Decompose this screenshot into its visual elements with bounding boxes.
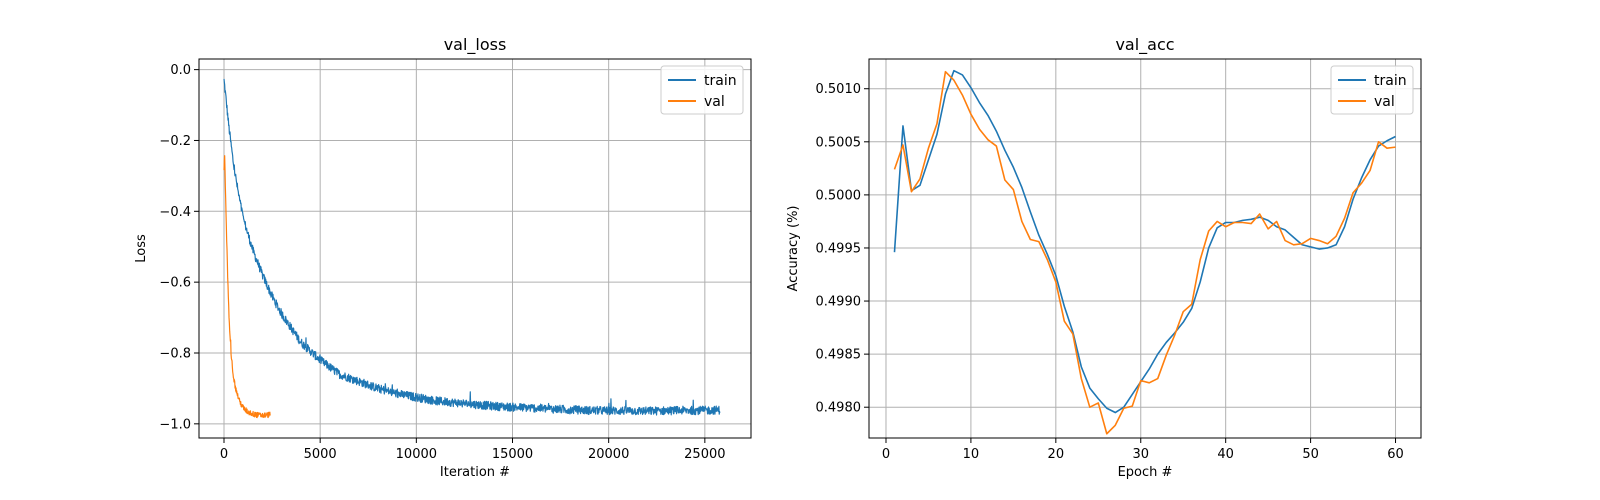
y-tick-label: 0.5010 xyxy=(816,82,862,97)
axes-frame xyxy=(198,58,752,439)
y-axis-label: Accuracy (%) xyxy=(786,206,801,292)
y-tick-label: 0.4995 xyxy=(816,241,862,256)
legend-label-train: train xyxy=(1374,73,1407,89)
x-tick-label: 15000 xyxy=(492,447,533,462)
chart-title: val_loss xyxy=(444,35,507,55)
x-tick-label: 50 xyxy=(1302,447,1319,462)
y-tick-label: 0.5000 xyxy=(816,188,862,203)
x-axis-label: Iteration # xyxy=(440,465,510,480)
chart-0: 0 5000 10000 15000 20000 25000 0.0 −0.2 −0.4 −0.6… xyxy=(134,35,752,480)
y-tick-label: 0.5005 xyxy=(816,135,862,150)
x-tick-label: 0 xyxy=(220,447,228,462)
y-tick-label: −0.8 xyxy=(159,346,191,361)
x-tick-label: 10 xyxy=(963,447,980,462)
y-tick-label: −0.4 xyxy=(159,205,191,220)
series-line-train xyxy=(223,78,721,416)
y-tick-label: 0.0 xyxy=(170,63,191,78)
x-tick-label: 20 xyxy=(1048,447,1065,462)
x-tick-label: 10000 xyxy=(396,447,437,462)
chart-1: 0 10 20 30 40 50 60 0.4980 0.4985 0.4990 0.4995 0.5… xyxy=(786,35,1422,480)
legend-label-val: val xyxy=(1374,94,1395,110)
series-line-val xyxy=(893,70,1396,435)
legend-label-train: train xyxy=(704,73,737,89)
y-tick-label: 0.4990 xyxy=(816,295,862,310)
x-tick-label: 5000 xyxy=(304,447,337,462)
legend: train val xyxy=(660,65,744,115)
x-tick-label: 60 xyxy=(1387,447,1404,462)
x-axis-label: Epoch # xyxy=(1118,465,1173,480)
series-group xyxy=(223,78,721,419)
y-tick-label: −1.0 xyxy=(159,417,191,432)
series-group xyxy=(893,69,1396,435)
axes-frame xyxy=(868,58,1422,439)
y-tick-label: −0.2 xyxy=(159,134,191,149)
x-tick-label: 25000 xyxy=(684,447,725,462)
legend-label-val: val xyxy=(704,94,725,110)
x-tick-label: 20000 xyxy=(588,447,629,462)
y-tick-label: −0.6 xyxy=(159,276,191,291)
y-tick-label: 0.4980 xyxy=(816,401,862,416)
series-line-val xyxy=(223,155,271,419)
y-axis-label: Loss xyxy=(134,234,149,263)
x-tick-label: 0 xyxy=(882,447,890,462)
y-tick-label: 0.4985 xyxy=(816,348,862,363)
chart-title: val_acc xyxy=(1115,35,1174,55)
x-tick-label: 40 xyxy=(1217,447,1234,462)
x-tick-label: 30 xyxy=(1132,447,1149,462)
series-line-train xyxy=(893,69,1396,414)
legend: train val xyxy=(1330,65,1414,115)
